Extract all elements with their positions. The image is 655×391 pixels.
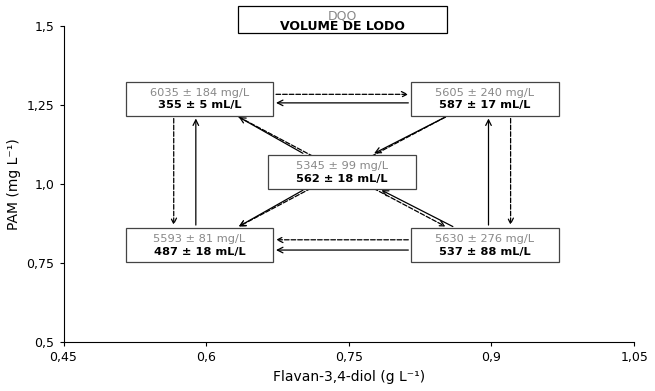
Bar [269,155,416,189]
Y-axis label: PAM (mg L⁻¹): PAM (mg L⁻¹) [7,138,21,230]
X-axis label: Flavan-3,4-diol (g L⁻¹): Flavan-3,4-diol (g L⁻¹) [272,370,425,384]
Text: 5345 ± 99 mg/L: 5345 ± 99 mg/L [296,161,388,171]
Text: DQO: DQO [328,10,357,23]
Bar [126,81,273,116]
Bar [238,6,447,33]
Bar [126,228,273,262]
Text: 562 ± 18 mL/L: 562 ± 18 mL/L [297,174,388,184]
Text: 355 ± 5 mL/L: 355 ± 5 mL/L [158,100,241,110]
Text: 5593 ± 81 mg/L: 5593 ± 81 mg/L [153,234,246,244]
Text: 6035 ± 184 mg/L: 6035 ± 184 mg/L [150,88,249,98]
Text: 587 ± 17 mL/L: 587 ± 17 mL/L [439,100,531,110]
Bar [411,81,559,116]
Text: 5605 ± 240 mg/L: 5605 ± 240 mg/L [436,88,534,98]
Text: 537 ± 88 mL/L: 537 ± 88 mL/L [439,247,531,257]
Bar [411,228,559,262]
Text: 487 ± 18 mL/L: 487 ± 18 mL/L [154,247,246,257]
Text: VOLUME DE LODO: VOLUME DE LODO [280,20,405,34]
Text: 5630 ± 276 mg/L: 5630 ± 276 mg/L [436,234,534,244]
